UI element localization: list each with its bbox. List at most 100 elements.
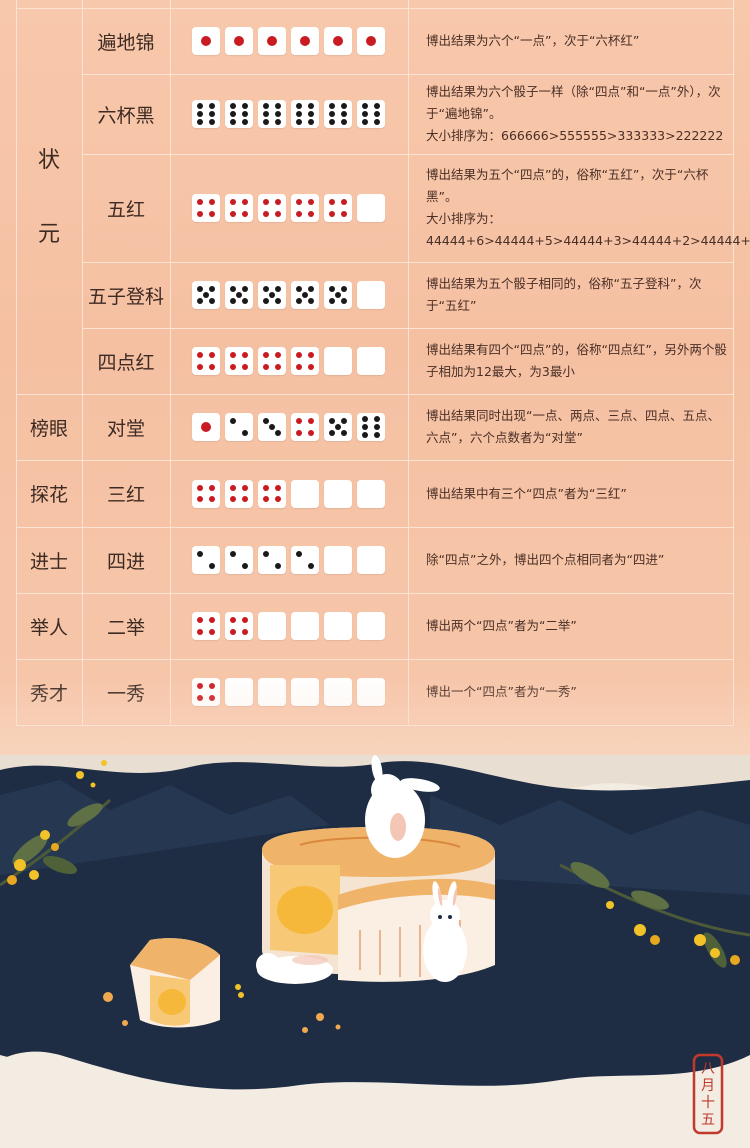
die-pip xyxy=(275,298,282,305)
die-pip xyxy=(241,199,248,206)
die-pip xyxy=(241,363,248,370)
die-pip xyxy=(340,210,347,217)
dice-combination xyxy=(192,100,388,132)
die-pip xyxy=(307,118,314,125)
die-pip xyxy=(263,103,270,110)
table-row-divider xyxy=(82,262,734,263)
combo-name: 四点红 xyxy=(97,351,155,374)
die-face-6-icon xyxy=(225,100,253,128)
die-pip xyxy=(274,562,281,569)
combo-name: 六杯黑 xyxy=(97,104,155,127)
die-pip xyxy=(335,424,341,430)
die-face-4-icon xyxy=(258,479,286,508)
die-pip xyxy=(373,103,380,110)
die-pip xyxy=(230,210,237,217)
description-line: 44444+6>44444+5>44444+3>44444+2>44444+1 xyxy=(426,233,750,248)
die-pip xyxy=(241,210,248,217)
die-face-5-icon xyxy=(192,281,220,309)
description-line: 博出两个“四点”者为“二举” xyxy=(426,618,577,633)
combo-description: 博出结果同时出现“一点、两点、三点、四点、五点、六点”，六个点数者为“对堂” xyxy=(426,394,728,460)
die-face-5-icon xyxy=(324,281,352,309)
die-face-1-icon xyxy=(357,27,385,55)
die-pip xyxy=(328,430,335,437)
die-blank-icon xyxy=(324,612,352,640)
die-pip xyxy=(201,36,211,46)
combo-name: 遍地锦 xyxy=(97,31,155,54)
die-pip xyxy=(362,431,369,438)
die-pip xyxy=(335,292,341,298)
die-pip xyxy=(263,199,270,206)
die-pip xyxy=(241,118,248,125)
die-pip xyxy=(196,298,203,305)
die-pip xyxy=(296,111,303,117)
die-face-4-icon xyxy=(324,194,352,222)
die-face-6-icon xyxy=(258,100,286,128)
die-face-4-icon xyxy=(192,479,220,508)
die-pip xyxy=(241,496,248,503)
rank-zhuangyuan: 状 元 xyxy=(16,0,82,395)
die-face-4-icon xyxy=(192,678,220,706)
die-pip xyxy=(197,210,204,217)
die-pip xyxy=(373,431,380,438)
die-pip xyxy=(296,352,303,359)
die-face-5-icon xyxy=(291,281,319,309)
die-pip xyxy=(296,363,303,370)
die-pip xyxy=(329,210,336,217)
combo-description: 博出结果有四个“四点”的，俗称“四点红”，另外两个骰子相加为12最大，为3最小 xyxy=(426,328,728,394)
die-pip xyxy=(275,430,282,437)
table-row-divider xyxy=(16,8,734,9)
dice-combination xyxy=(192,678,388,710)
die-pip xyxy=(307,111,314,117)
seal-char-2: 月 xyxy=(701,1078,715,1094)
rank-zhuangyuan-char-1: 状 xyxy=(37,147,60,173)
die-pip xyxy=(340,111,347,117)
die-pip xyxy=(242,285,249,292)
die-blank-icon xyxy=(357,678,385,706)
dice-combination xyxy=(192,27,388,59)
die-pip xyxy=(328,298,335,305)
description-line: 除“四点”之外，博出四个点相同者为“四进” xyxy=(426,552,665,567)
die-pip xyxy=(362,111,369,117)
die-pip xyxy=(208,562,215,569)
die-face-1-icon xyxy=(192,27,220,55)
die-pip xyxy=(197,118,204,125)
die-pip xyxy=(269,292,275,298)
die-face-1-icon xyxy=(291,27,319,55)
table-right-border xyxy=(733,0,734,725)
die-pip xyxy=(274,484,281,491)
die-pip xyxy=(296,103,303,110)
die-pip xyxy=(269,424,275,430)
die-face-5-icon xyxy=(225,281,253,309)
die-face-2-icon xyxy=(258,546,286,574)
die-pip xyxy=(208,352,215,359)
description-line: 博出一个“四点”者为“一秀” xyxy=(426,684,577,699)
die-pip xyxy=(307,429,314,436)
combo-description: 博出结果中有三个“四点”者为“三红” xyxy=(426,460,728,527)
dice-combination xyxy=(192,546,388,578)
die-pip xyxy=(234,36,244,46)
die-face-5-icon xyxy=(258,281,286,309)
die-face-5-icon xyxy=(324,413,352,441)
die-face-4-icon xyxy=(192,347,220,375)
die-pip xyxy=(307,562,314,569)
die-pip xyxy=(341,430,348,437)
die-pip xyxy=(340,118,347,125)
die-pip xyxy=(197,111,204,117)
die-face-3-icon xyxy=(258,413,286,441)
dice-combination xyxy=(192,413,388,445)
combo-name: 一秀 xyxy=(106,682,145,705)
die-pip xyxy=(262,417,269,424)
die-pip xyxy=(341,298,348,305)
die-pip xyxy=(197,103,204,110)
die-pip xyxy=(229,298,236,305)
die-blank-icon xyxy=(357,479,385,508)
die-pip xyxy=(230,363,237,370)
die-pip xyxy=(241,628,248,635)
dice-combination xyxy=(192,194,388,226)
die-pip xyxy=(230,199,237,206)
die-pip xyxy=(263,551,270,558)
combo-description: 博出结果为六个骰子一样（除“四点”和“一点”外），次于“遍地锦”。 大小排序为：6… xyxy=(426,74,728,154)
die-pip xyxy=(197,551,204,558)
die-pip xyxy=(197,628,204,635)
mooncake-dice-rules-table: 遍地锦 博出结果为六个“一点”，次于“六杯红” 六杯黑 博出结果为六个骰子一样（除“四… xyxy=(0,0,750,755)
